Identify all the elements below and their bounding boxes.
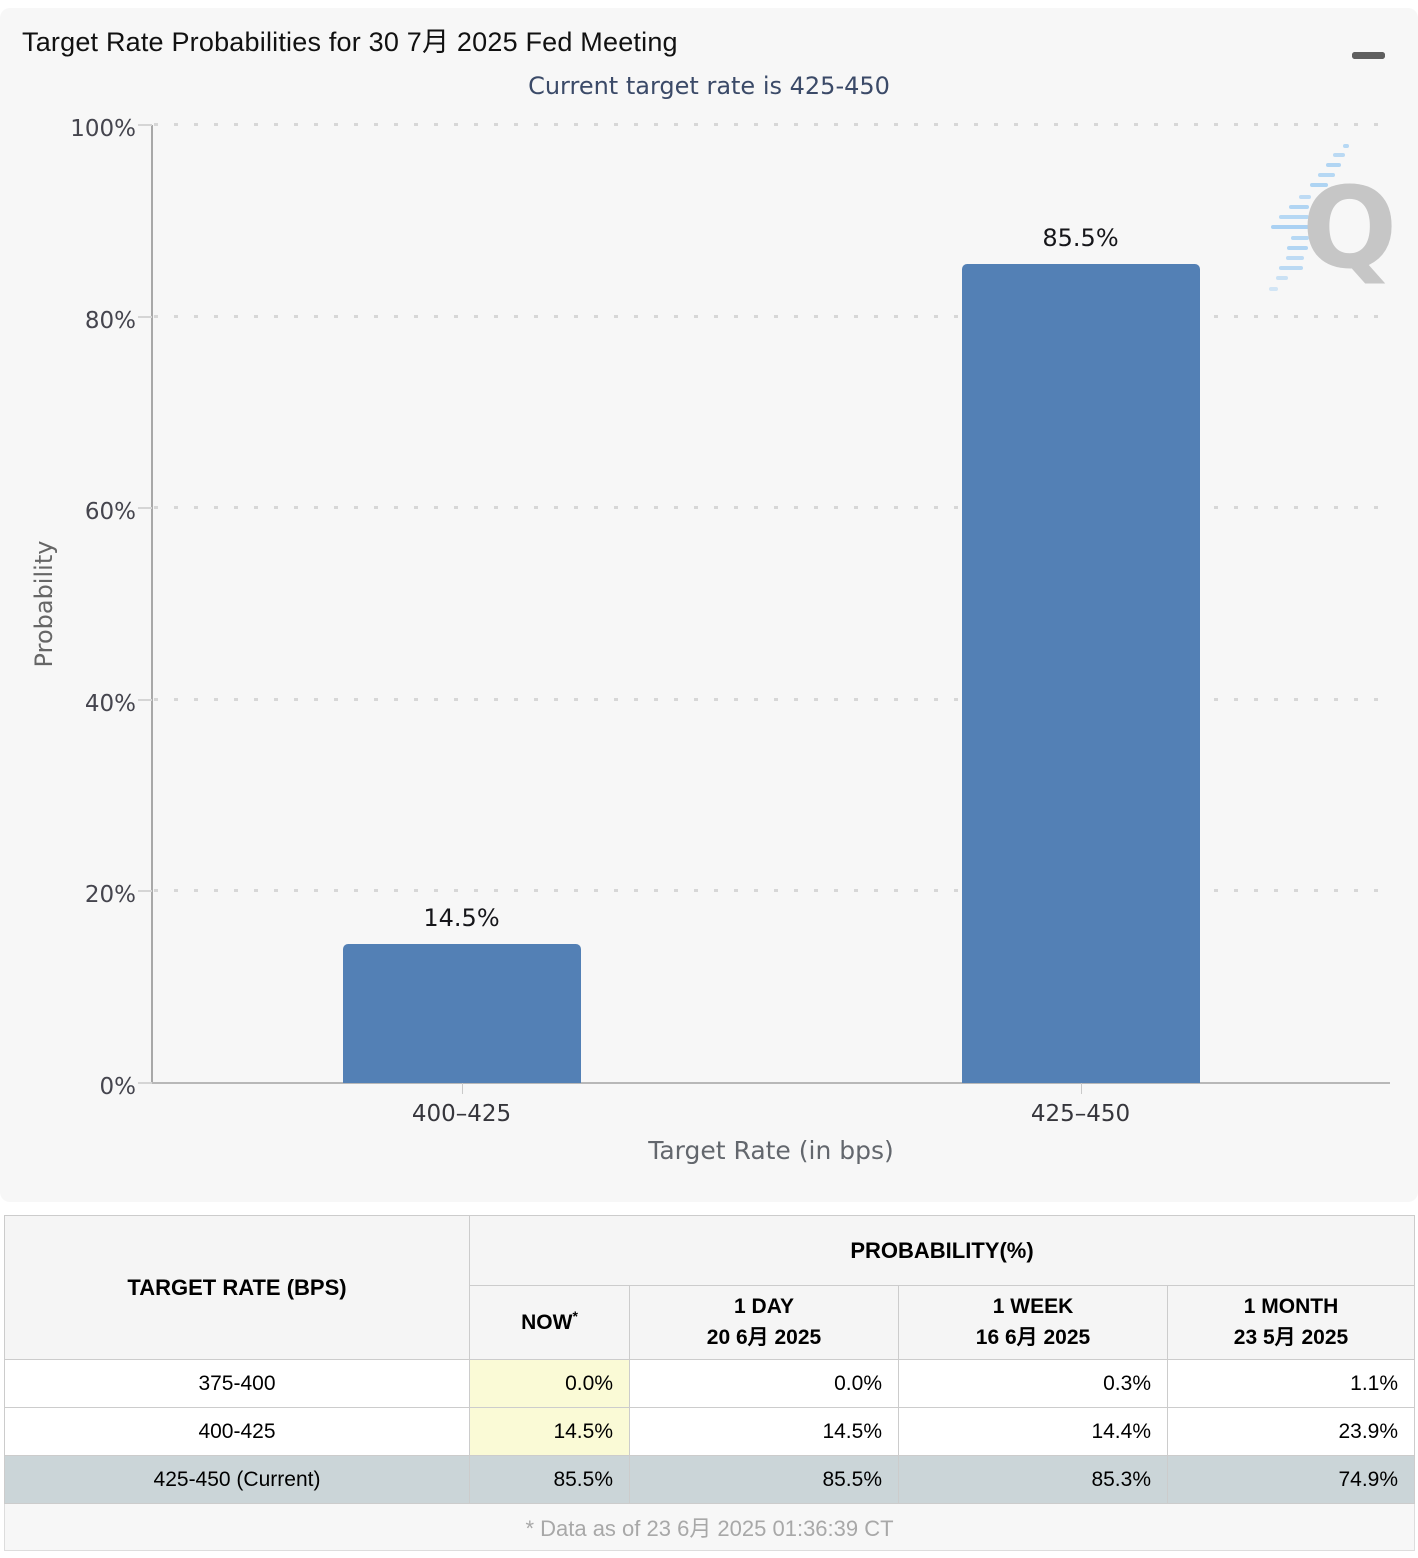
col-header-1week-date: 16 6月 2025	[975, 1325, 1091, 1349]
1month-value-cell: 74.9%	[1166, 1455, 1416, 1504]
plot-area: 0% 20% 40% 60% 80% 100% 14.5% 400–425 85.5% 425–4…	[70, 116, 1390, 1127]
gridline	[154, 506, 1390, 510]
x-category-label: 425–450	[1030, 1101, 1131, 1127]
footnote-asterisk: *	[572, 1308, 578, 1325]
gridline	[154, 314, 1390, 318]
1month-value-cell: 1.1%	[1166, 1359, 1416, 1408]
table-row-400-425: 400-425 14.5% 14.5% 14.4% 23.9%	[4, 1407, 1416, 1456]
x-axis-line	[138, 1082, 1390, 1084]
1month-value-cell: 23.9%	[1166, 1407, 1416, 1456]
x-axis-title: Target Rate (in bps)	[648, 1136, 894, 1165]
y-tick-label: 80%	[84, 307, 136, 334]
col-header-now: NOW*	[469, 1285, 630, 1360]
gridline	[154, 889, 1390, 893]
bar-value-label: 14.5%	[423, 904, 500, 933]
col-header-1day: 1 DAY 20 6月 2025	[629, 1285, 899, 1360]
rate-cell: 425-450 (Current)	[4, 1455, 470, 1504]
rate-cell: 400-425	[4, 1407, 470, 1456]
y-axis-line	[151, 125, 153, 1083]
probability-bar[interactable]	[342, 944, 581, 1083]
chart-context-menu-button[interactable]	[1352, 27, 1388, 59]
bar-value-label: 85.5%	[1042, 223, 1119, 252]
now-value-cell: 0.0%	[469, 1359, 630, 1408]
col-header-target-rate: TARGET RATE (BPS)	[4, 1215, 470, 1360]
data-asof-note: * Data as of 23 6月 2025 01:36:39 CT	[3, 1503, 1416, 1551]
fedwatch-chart-card: Target Rate Probabilities for 30 7月 2025…	[0, 8, 1418, 1202]
col-header-1month: 1 MONTH 23 5月 2025	[1166, 1285, 1416, 1360]
1day-value-cell: 85.5%	[629, 1455, 899, 1504]
y-tick-mark	[138, 890, 152, 893]
chart-subtitle: Current target rate is 425-450	[528, 72, 890, 100]
y-tick-mark	[138, 698, 152, 701]
y-tick-label: 0%	[99, 1074, 137, 1100]
y-tick-mark	[138, 315, 152, 318]
y-tick-label: 40%	[84, 690, 136, 717]
col-header-1day-date: 20 6月 2025	[706, 1325, 822, 1349]
chart-title: Target Rate Probabilities for 30 7月 2025…	[22, 27, 678, 57]
y-tick-mark	[138, 507, 152, 510]
y-tick-label: 100%	[70, 116, 136, 142]
table-row-425-450-current: 425-450 (Current) 85.5% 85.5% 85.3% 74.9…	[4, 1455, 1416, 1504]
probability-table-section: TARGET RATE (BPS) PROBABILITY(%) NOW* 1 …	[0, 1215, 1418, 1551]
y-tick-label: 20%	[84, 882, 136, 909]
gridline	[154, 123, 1390, 126]
y-tick-mark	[138, 124, 152, 126]
x-tick-mark	[1080, 1083, 1082, 1094]
1week-value-cell: 0.3%	[898, 1359, 1168, 1408]
now-value-cell: 14.5%	[469, 1407, 630, 1456]
1day-value-cell: 14.5%	[629, 1407, 899, 1456]
now-value-cell: 85.5%	[469, 1455, 630, 1504]
col-header-1week: 1 WEEK 16 6月 2025	[898, 1285, 1168, 1360]
y-axis-title: Probability	[30, 540, 58, 668]
col-header-1month-date: 23 5月 2025	[1233, 1325, 1349, 1349]
1day-value-cell: 0.0%	[629, 1359, 899, 1408]
table-footer-row: * Data as of 23 6月 2025 01:36:39 CT	[3, 1503, 1416, 1551]
col-header-probability: PROBABILITY(%)	[468, 1215, 1416, 1286]
rate-cell: 375-400	[4, 1359, 470, 1408]
x-tick-mark	[461, 1083, 463, 1094]
y-tick-mark	[138, 1082, 152, 1084]
gridline	[154, 697, 1390, 701]
table-row-375-400: 375-400 0.0% 0.0% 0.3% 1.1%	[4, 1359, 1416, 1408]
probability-table: TARGET RATE (BPS) PROBABILITY(%) NOW* 1 …	[3, 1215, 1416, 1551]
x-category-label: 400–425	[411, 1101, 512, 1127]
probability-bar[interactable]	[961, 263, 1200, 1083]
1week-value-cell: 85.3%	[898, 1455, 1168, 1504]
1week-value-cell: 14.4%	[898, 1407, 1168, 1456]
y-tick-label: 60%	[84, 499, 136, 526]
